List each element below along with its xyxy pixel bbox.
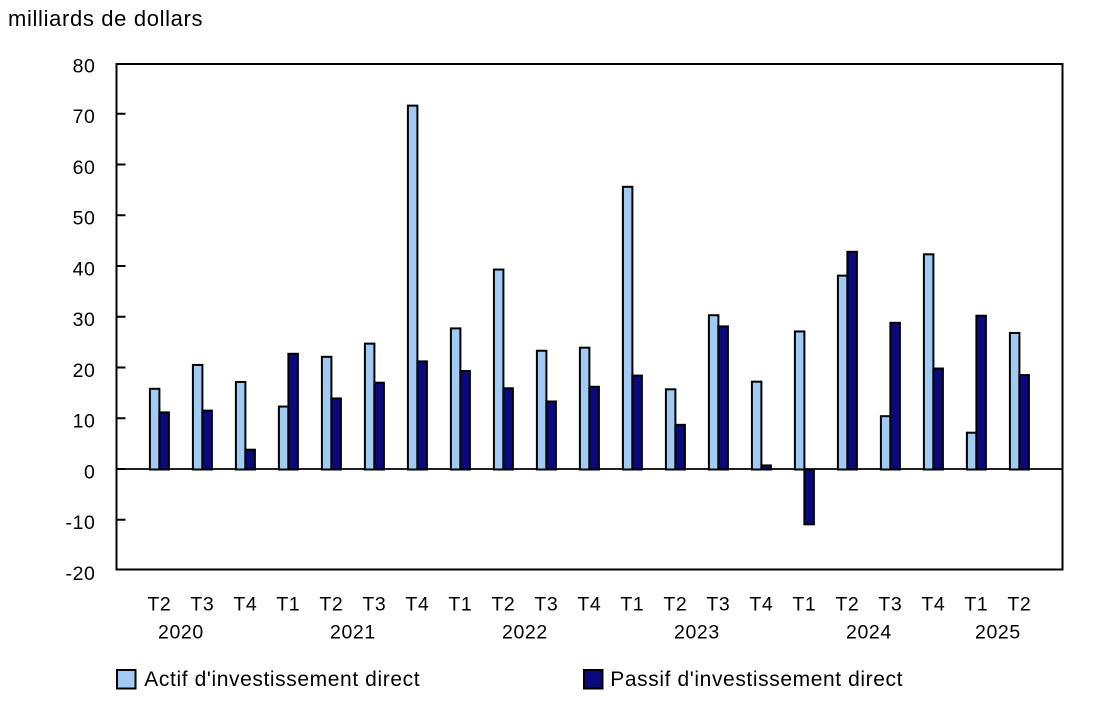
svg-text:T3: T3 (534, 593, 558, 615)
svg-text:T1: T1 (276, 593, 300, 615)
svg-text:T4: T4 (405, 593, 429, 615)
svg-text:T3: T3 (190, 593, 214, 615)
svg-text:T1: T1 (448, 593, 472, 615)
svg-text:milliards de dollars: milliards de dollars (8, 6, 203, 31)
svg-text:70: 70 (73, 106, 96, 128)
svg-text:2025: 2025 (975, 621, 1021, 643)
svg-text:50: 50 (73, 208, 96, 230)
svg-text:2020: 2020 (158, 621, 204, 643)
svg-text:T2: T2 (1007, 593, 1031, 615)
svg-text:T1: T1 (964, 593, 988, 615)
svg-text:80: 80 (73, 55, 96, 77)
svg-text:T2: T2 (147, 593, 171, 615)
svg-text:40: 40 (73, 258, 96, 280)
svg-text:T3: T3 (362, 593, 386, 615)
svg-text:T4: T4 (921, 593, 945, 615)
svg-text:60: 60 (73, 157, 96, 179)
svg-text:-10: -10 (66, 512, 96, 534)
svg-text:T4: T4 (749, 593, 773, 615)
svg-text:2024: 2024 (846, 621, 892, 643)
svg-text:T4: T4 (233, 593, 257, 615)
svg-text:T3: T3 (706, 593, 730, 615)
svg-text:T2: T2 (319, 593, 343, 615)
svg-text:T4: T4 (577, 593, 601, 615)
svg-text:T2: T2 (835, 593, 859, 615)
svg-text:-20: -20 (66, 563, 96, 585)
svg-text:20: 20 (73, 360, 96, 382)
svg-text:T1: T1 (792, 593, 816, 615)
svg-text:T2: T2 (491, 593, 515, 615)
svg-text:T1: T1 (620, 593, 644, 615)
svg-text:Actif d'investissement direct: Actif d'investissement direct (144, 668, 420, 691)
svg-text:10: 10 (73, 411, 96, 433)
svg-text:2022: 2022 (502, 621, 548, 643)
svg-text:2023: 2023 (674, 621, 720, 643)
svg-text:0: 0 (84, 461, 95, 483)
svg-text:Passif d'investissement direct: Passif d'investissement direct (610, 668, 903, 691)
svg-text:T3: T3 (878, 593, 902, 615)
svg-text:T2: T2 (663, 593, 687, 615)
svg-text:2021: 2021 (330, 621, 376, 643)
svg-text:30: 30 (73, 309, 96, 331)
